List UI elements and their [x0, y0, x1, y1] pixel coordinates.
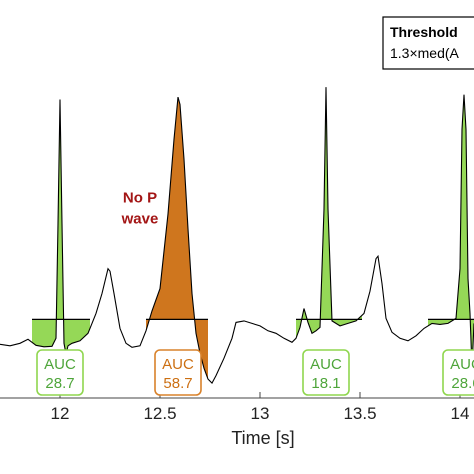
auc-label: AUC — [310, 356, 342, 373]
auc-value: 58.7 — [163, 375, 192, 392]
x-tick-label: 14 — [451, 404, 470, 423]
auc-box-1 — [36, 349, 84, 396]
x-tick-label: 13.5 — [343, 404, 376, 423]
annotation-line-1: No P — [123, 189, 157, 206]
auc-box-2 — [154, 349, 202, 396]
auc-box-4 — [442, 349, 474, 396]
legend-title: Threshold — [390, 24, 458, 40]
auc-areas — [32, 87, 474, 380]
auc-area-1 — [32, 99, 90, 355]
auc-area-4 — [428, 94, 474, 369]
legend-entry: 1.3×med(A — [390, 45, 460, 61]
auc-area-2 — [146, 97, 208, 380]
x-axis: 12 12.5 13 13.5 14 — [0, 392, 474, 423]
auc-value: 28.6 — [451, 375, 474, 392]
legend: Threshold 1.3×med(A — [382, 16, 474, 70]
x-tick-label: 12 — [51, 404, 70, 423]
auc-value: 18.1 — [311, 375, 340, 392]
auc-boxes: AUC 28.7 AUC 58.7 AUC 18.1 AUC 28.6 — [36, 349, 474, 396]
auc-area-3 — [296, 87, 362, 339]
annotation-line-2: wave — [121, 210, 159, 227]
auc-label: AUC — [450, 356, 474, 373]
annotations: No P wave — [121, 189, 159, 227]
auc-label: AUC — [44, 356, 76, 373]
legend-box — [382, 16, 474, 70]
ecg-signal-line — [0, 87, 474, 385]
auc-box-3 — [302, 349, 350, 396]
x-tick-label: 13 — [251, 404, 270, 423]
auc-label: AUC — [162, 356, 194, 373]
auc-value: 28.7 — [45, 375, 74, 392]
x-axis-title: Time [s] — [231, 428, 294, 448]
x-tick-label: 12.5 — [143, 404, 176, 423]
